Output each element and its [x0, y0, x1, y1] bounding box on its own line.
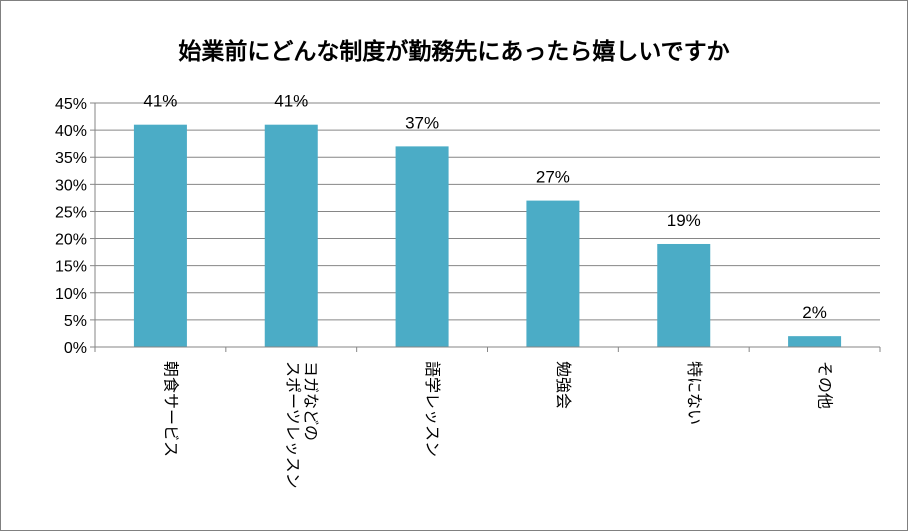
data-label: 37%	[405, 113, 439, 132]
chart-title: 始業前にどんな制度が勤務先にあったら嬉しいですか	[178, 38, 729, 65]
bar	[657, 243, 711, 347]
y-tick-label: 30%	[55, 177, 87, 194]
category-label: 語学レッスン	[423, 361, 442, 457]
y-axis-ticks: 0% 5% 10% 15% 20% 25% 30% 35% 40% 45%	[55, 96, 95, 357]
y-tick-label: 0%	[64, 340, 87, 357]
category-label: 朝食サービス	[161, 361, 180, 457]
x-axis	[94, 103, 881, 352]
category-label: その他	[816, 361, 835, 409]
bar	[526, 200, 580, 347]
bar	[788, 336, 842, 347]
data-label: 41%	[274, 92, 308, 111]
y-tick-label: 15%	[55, 259, 87, 276]
bars	[133, 124, 842, 347]
y-tick-label: 10%	[55, 286, 87, 303]
gridlines	[95, 102, 880, 321]
y-tick-label: 20%	[55, 232, 87, 249]
y-tick-label: 45%	[55, 96, 87, 113]
y-tick-label: 5%	[64, 313, 87, 330]
data-label: 41%	[143, 92, 177, 111]
y-tick-label: 25%	[55, 204, 87, 221]
data-label: 2%	[802, 303, 827, 322]
y-tick-label: 35%	[55, 150, 87, 167]
bar	[133, 124, 187, 347]
bar	[264, 124, 318, 347]
bar	[395, 146, 449, 347]
category-label: 勉強会	[554, 361, 573, 409]
category-label: ヨガなどの	[301, 361, 320, 441]
data-label: 19%	[667, 211, 701, 230]
category-label: スポーツレッスン	[283, 361, 302, 489]
category-label: 特にない	[685, 361, 704, 425]
y-tick-label: 40%	[55, 123, 87, 140]
data-labels: 41% 41% 37% 27% 19% 2%	[143, 92, 826, 322]
data-label: 27%	[536, 168, 570, 187]
